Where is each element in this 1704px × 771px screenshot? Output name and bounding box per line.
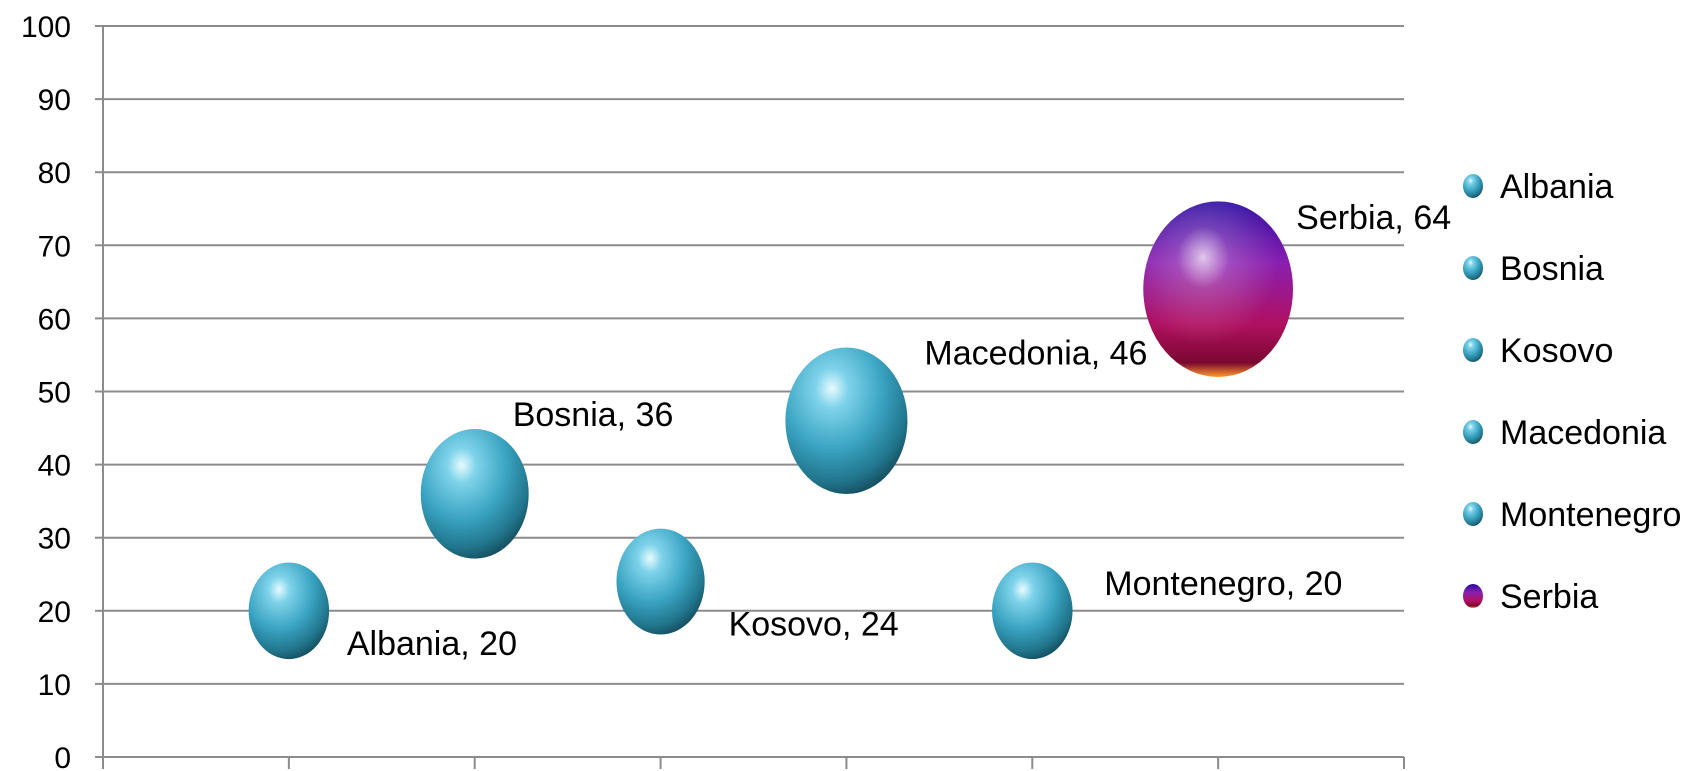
data-labels: Albania, 20 Bosnia, 36 Kosovo, 24 Macedonia… bbox=[347, 199, 1451, 663]
legend-marker-serbia bbox=[1463, 584, 1483, 608]
legend-marker-bosnia bbox=[1463, 256, 1483, 280]
bubble-macedonia bbox=[785, 347, 908, 494]
legend-marker-montenegro bbox=[1463, 502, 1483, 526]
axes: 0 10 20 30 40 50 60 70 80 90 100 bbox=[21, 11, 1405, 771]
data-label-kosovo: Kosovo, 24 bbox=[729, 606, 899, 644]
legend-label-bosnia: Bosnia bbox=[1500, 250, 1604, 288]
y-tick-label: 60 bbox=[38, 303, 71, 336]
y-tick-label: 40 bbox=[38, 450, 71, 483]
legend-marker-macedonia bbox=[1463, 420, 1483, 444]
data-label-macedonia: Macedonia, 46 bbox=[924, 335, 1147, 373]
y-tick-label: 0 bbox=[54, 742, 71, 771]
y-tick-label: 70 bbox=[38, 230, 71, 263]
data-label-albania: Albania, 20 bbox=[347, 625, 517, 663]
legend-marker-kosovo bbox=[1463, 338, 1483, 362]
y-tick-label: 80 bbox=[38, 157, 71, 190]
bubble-montenegro bbox=[992, 562, 1073, 660]
legend-marker-albania bbox=[1463, 174, 1483, 198]
legend-label-montenegro: Montenegro bbox=[1500, 496, 1681, 534]
bubble-serbia-highlight bbox=[1143, 201, 1294, 377]
data-label-bosnia: Bosnia, 36 bbox=[513, 396, 674, 434]
legend-label-macedonia: Macedonia bbox=[1500, 414, 1666, 452]
data-label-montenegro: Montenegro, 20 bbox=[1104, 565, 1342, 603]
y-tick-label: 100 bbox=[21, 11, 71, 44]
y-tick-label: 50 bbox=[38, 377, 71, 410]
legend-label-serbia: Serbia bbox=[1500, 578, 1598, 616]
legend: Albania Bosnia Kosovo Macedonia Montenegro Se… bbox=[1463, 168, 1681, 616]
data-label-serbia: Serbia, 64 bbox=[1296, 199, 1451, 237]
y-tick-label: 10 bbox=[38, 669, 71, 702]
bubble-bosnia bbox=[420, 429, 529, 559]
y-tick-label: 20 bbox=[38, 596, 71, 629]
legend-label-kosovo: Kosovo bbox=[1500, 332, 1613, 370]
y-tick-label: 90 bbox=[38, 84, 71, 117]
bubbles bbox=[248, 201, 1294, 660]
bubble-kosovo bbox=[616, 528, 705, 635]
y-tick-label: 30 bbox=[38, 523, 71, 556]
legend-label-albania: Albania bbox=[1500, 168, 1614, 206]
bubble-albania bbox=[248, 562, 330, 660]
